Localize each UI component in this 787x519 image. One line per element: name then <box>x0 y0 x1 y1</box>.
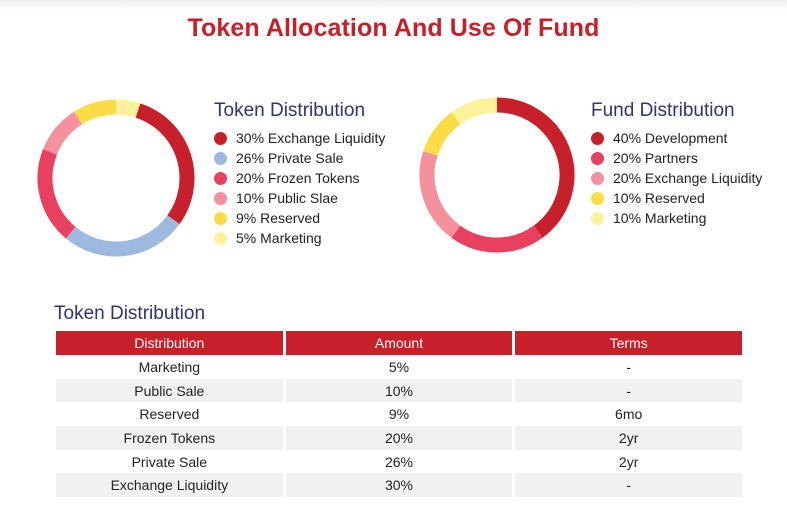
legend-label: 10% Marketing <box>613 210 707 226</box>
cell-terms: - <box>626 358 631 375</box>
token-distribution-donut-chart <box>36 98 196 258</box>
table-row: Frozen Tokens 20% 2yr <box>56 426 742 450</box>
cell-amount: 9% <box>388 406 410 423</box>
top-bar <box>0 0 787 10</box>
donut-svg <box>419 97 575 253</box>
page-title: Token Allocation And Use Of Fund <box>187 14 600 42</box>
table-row: Public Sale 10% - <box>56 378 742 403</box>
cell-distribution: Exchange Liquidity <box>56 473 283 498</box>
fund-distribution-title: Fund Distribution <box>591 100 735 121</box>
token-distribution-title: Token Distribution <box>214 100 366 121</box>
legend-item: 10% Public Slae <box>214 188 385 208</box>
cell-distribution: Marketing <box>138 358 201 375</box>
column-header-amount: Amount <box>285 331 513 355</box>
legend-swatch <box>214 211 227 225</box>
cell-amount: 5% <box>388 358 410 375</box>
legend-label: 9% Reserved <box>236 210 321 226</box>
column-header-terms: Terms <box>515 331 742 355</box>
legend-item: 10% Reserved <box>591 188 762 208</box>
table-row: Private Sale 26% 2yr <box>56 450 742 474</box>
legend-swatch <box>591 131 604 145</box>
legend-item: 20% Exchange Liquidity <box>591 168 762 188</box>
donut-slice <box>43 111 83 155</box>
cell-amount: 10% <box>285 378 513 403</box>
table-header-row: Distribution Amount Terms <box>56 331 742 355</box>
token-distribution-legend: Token Distribution 30% Exchange Liquidit… <box>214 100 385 248</box>
legend-item: 26% Private Sale <box>214 148 385 168</box>
fund-distribution-donut-chart <box>417 95 577 255</box>
table-title: Token Distribution <box>54 303 206 324</box>
legend-label: 20% Partners <box>613 150 698 166</box>
donut-slice <box>73 99 117 125</box>
legend-item: 9% Reserved <box>214 208 385 228</box>
legend-swatch <box>214 171 227 185</box>
legend-label: 30% Exchange Liquidity <box>236 130 386 146</box>
legend-label: 26% Private Sale <box>236 150 344 166</box>
legend-item: 20% Partners <box>591 148 762 168</box>
fund-distribution-legend-list: 40% Development 20% Partners 20% Exchange … <box>591 128 762 228</box>
cell-terms: - <box>515 378 742 403</box>
legend-swatch <box>214 191 227 205</box>
donut-svg <box>37 99 195 257</box>
cell-amount: 30% <box>285 473 513 498</box>
cell-terms: - <box>515 473 742 498</box>
cell-distribution: Private Sale <box>131 453 208 470</box>
legend-swatch <box>214 131 227 145</box>
donut-slice <box>496 97 575 238</box>
donut-slice <box>423 112 461 156</box>
cell-distribution: Reserved <box>139 406 200 423</box>
donut-slice <box>115 99 141 118</box>
fund-distribution-legend: Fund Distribution 40% Development 20% Par… <box>591 100 762 228</box>
donut-slice <box>65 215 180 257</box>
donut-slice <box>451 225 543 253</box>
column-header-distribution: Distribution <box>56 331 283 355</box>
donut-slice <box>37 149 76 239</box>
legend-label: 40% Development <box>613 130 728 146</box>
token-distribution-table: Distribution Amount Terms Marketing 5% - Pu… <box>53 331 745 498</box>
token-distribution-legend-list: 30% Exchange Liquidity 26% Private Sale 20… <box>214 128 385 248</box>
legend-label: 10% Reserved <box>613 190 705 206</box>
cell-terms: 6mo <box>615 406 643 423</box>
table-row: Exchange Liquidity 30% - <box>56 473 742 498</box>
cell-terms: 2yr <box>515 426 742 450</box>
legend-item: 30% Exchange Liquidity <box>214 128 385 148</box>
cell-distribution: Public Sale <box>56 378 283 403</box>
legend-swatch <box>591 211 604 225</box>
legend-item: 40% Development <box>591 128 762 148</box>
donut-slice <box>451 97 498 125</box>
legend-swatch <box>214 151 227 165</box>
cell-terms: 2yr <box>618 453 639 470</box>
legend-label: 10% Public Slae <box>236 190 338 206</box>
legend-swatch <box>214 231 227 245</box>
legend-swatch <box>591 191 604 205</box>
legend-item: 20% Frozen Tokens <box>214 168 385 188</box>
donut-slice <box>135 103 195 225</box>
cell-amount: 26% <box>384 453 413 470</box>
table-row: Reserved 9% 6mo <box>56 402 742 426</box>
legend-label: 20% Exchange Liquidity <box>613 170 763 186</box>
cell-distribution: Frozen Tokens <box>56 426 283 450</box>
legend-label: 20% Frozen Tokens <box>236 170 360 186</box>
legend-swatch <box>591 171 604 185</box>
cell-amount: 20% <box>285 426 513 450</box>
legend-label: 5% Marketing <box>236 230 322 246</box>
legend-item: 5% Marketing <box>214 228 385 248</box>
legend-item: 10% Marketing <box>591 208 762 228</box>
legend-swatch <box>591 151 604 165</box>
table-row: Marketing 5% - <box>56 355 742 379</box>
donut-slice <box>419 151 461 238</box>
